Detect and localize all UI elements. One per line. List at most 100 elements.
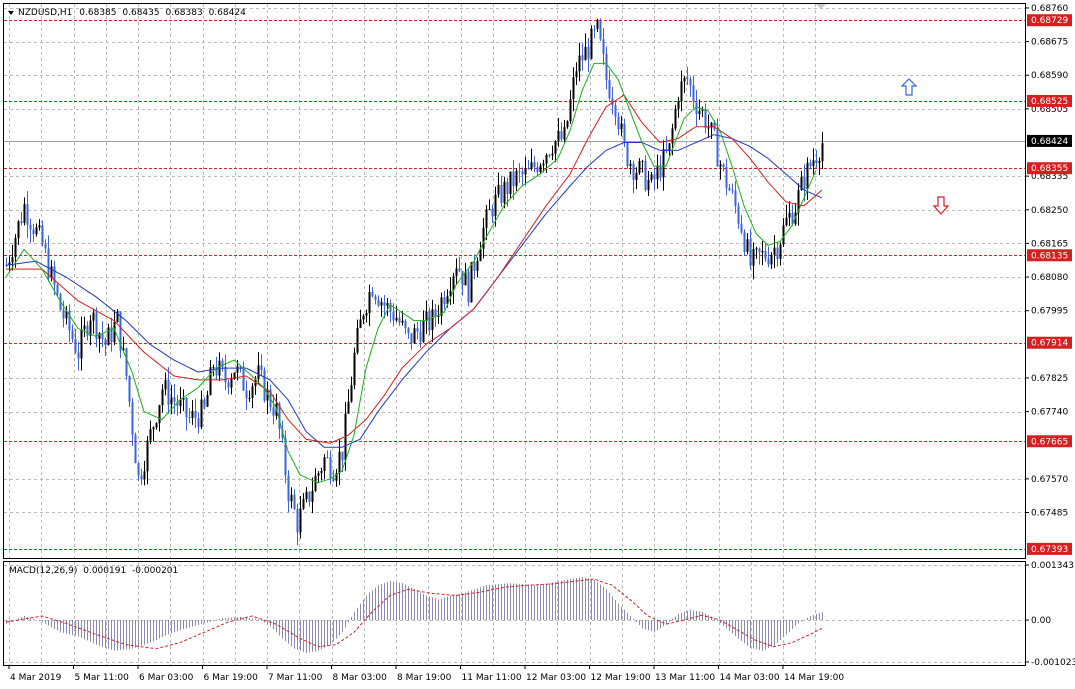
- macd-main-value: 0.000191: [83, 566, 126, 576]
- candle-body: [788, 212, 791, 218]
- candle-body: [71, 330, 74, 340]
- price-tick-label: 0.67995: [1031, 307, 1068, 317]
- candle-body: [17, 221, 20, 238]
- candle-body: [674, 108, 677, 129]
- candle-body: [203, 399, 206, 407]
- candle-body: [44, 244, 47, 249]
- candle-body: [191, 410, 194, 418]
- dropdown-triangle-icon[interactable]: [8, 11, 14, 15]
- candle-body: [437, 315, 440, 317]
- candle-body: [701, 110, 704, 112]
- candle-body: [515, 170, 518, 187]
- candle-body: [521, 171, 524, 175]
- candle-body: [398, 317, 401, 323]
- candle-body: [476, 260, 479, 271]
- candle-body: [131, 402, 134, 435]
- level-price-label: 0.67665: [1031, 437, 1068, 447]
- candle-body: [809, 162, 812, 167]
- main-grid: [4, 4, 1025, 558]
- candle-body: [92, 312, 95, 321]
- candle-body: [683, 77, 686, 82]
- price-axis: 0.68760 0.68675 0.68590 0.68505 0.68335 0.682…: [1025, 4, 1072, 555]
- candle-body: [86, 325, 89, 336]
- candle-body: [626, 143, 629, 167]
- candle-body: [392, 311, 395, 321]
- candle-body: [260, 365, 263, 371]
- price-tick-label: 0.68760: [1031, 4, 1068, 14]
- shift-marker-icon[interactable]: [816, 4, 826, 9]
- time-tick-label: 11 Mar 11:00: [462, 673, 522, 683]
- candle-body: [737, 205, 740, 224]
- time-tick-label: 4 Mar 2019: [10, 673, 62, 683]
- candle-body: [281, 429, 284, 439]
- candle-body: [422, 320, 425, 342]
- candle-body: [320, 470, 323, 474]
- candle-body: [353, 352, 356, 386]
- candle-body: [26, 204, 29, 225]
- candle-body: [668, 143, 671, 151]
- candle-body: [239, 366, 242, 368]
- candle-body: [35, 227, 38, 235]
- candle-body: [590, 28, 593, 59]
- candle-body: [197, 417, 200, 428]
- candle-body: [458, 268, 461, 272]
- candle-body: [743, 232, 746, 252]
- candle-body: [659, 165, 662, 178]
- candle-body: [230, 378, 233, 388]
- candle-body: [557, 131, 560, 142]
- candle-body: [641, 161, 644, 163]
- ma-mid-line: [6, 94, 823, 444]
- candle-body: [740, 223, 743, 233]
- candle-body: [8, 262, 11, 266]
- candle-body: [83, 325, 86, 330]
- candle-body: [512, 171, 515, 187]
- candle-body: [242, 366, 245, 391]
- candle-body: [62, 310, 65, 319]
- candle-body: [479, 248, 482, 261]
- arrow-up-icon[interactable]: [900, 78, 918, 96]
- candle-body: [569, 99, 572, 122]
- candle-body: [644, 161, 647, 191]
- candle-body: [530, 162, 533, 169]
- macd-tick-label: 0.00: [1031, 616, 1051, 626]
- time-tick-label: 6 Mar 03:00: [139, 673, 194, 683]
- candle-body: [503, 181, 506, 203]
- main-plot-frame[interactable]: [3, 3, 1026, 559]
- candle-body: [536, 167, 539, 173]
- price-tick-label: 0.68165: [1031, 239, 1068, 249]
- candle-body: [404, 320, 407, 329]
- time-tick-label: 14 Mar 19:00: [784, 673, 844, 683]
- level-price-tag: [1027, 336, 1072, 349]
- level-price-tag: [1027, 14, 1072, 27]
- candle-body: [734, 190, 737, 206]
- candle-body: [509, 171, 512, 194]
- macd-plot-frame[interactable]: [3, 561, 1026, 666]
- candle-body: [14, 237, 17, 258]
- candle-body: [620, 123, 623, 130]
- high-value: 0.68435: [122, 8, 159, 18]
- candle-body: [647, 179, 650, 191]
- candle-body: [443, 297, 446, 305]
- candle-body: [95, 312, 98, 339]
- candle-body: [677, 101, 680, 109]
- time-tick-label: 12 Mar 03:00: [526, 673, 586, 683]
- candle-body: [164, 379, 167, 390]
- candle-body: [560, 131, 563, 140]
- svg-text:MACD(12,26,9) 0.000191: MACD(12,26,9) 0.000191 -0.000201: [9, 566, 178, 576]
- candles: [5, 18, 824, 546]
- candle-body: [143, 471, 146, 480]
- close-value: 0.68424: [209, 8, 246, 18]
- candle-body: [656, 165, 659, 180]
- candle-body: [356, 327, 359, 353]
- arrow-down-icon[interactable]: [932, 196, 950, 215]
- candle-body: [599, 20, 602, 40]
- candle-body: [383, 302, 386, 306]
- candle-body: [272, 407, 275, 416]
- candle-body: [761, 250, 764, 253]
- candle-body: [548, 154, 551, 156]
- price-tick-label: 0.67485: [1031, 508, 1068, 518]
- price-tick-label: 0.68080: [1031, 273, 1068, 283]
- candle-body: [539, 165, 542, 173]
- candle-body: [41, 225, 44, 245]
